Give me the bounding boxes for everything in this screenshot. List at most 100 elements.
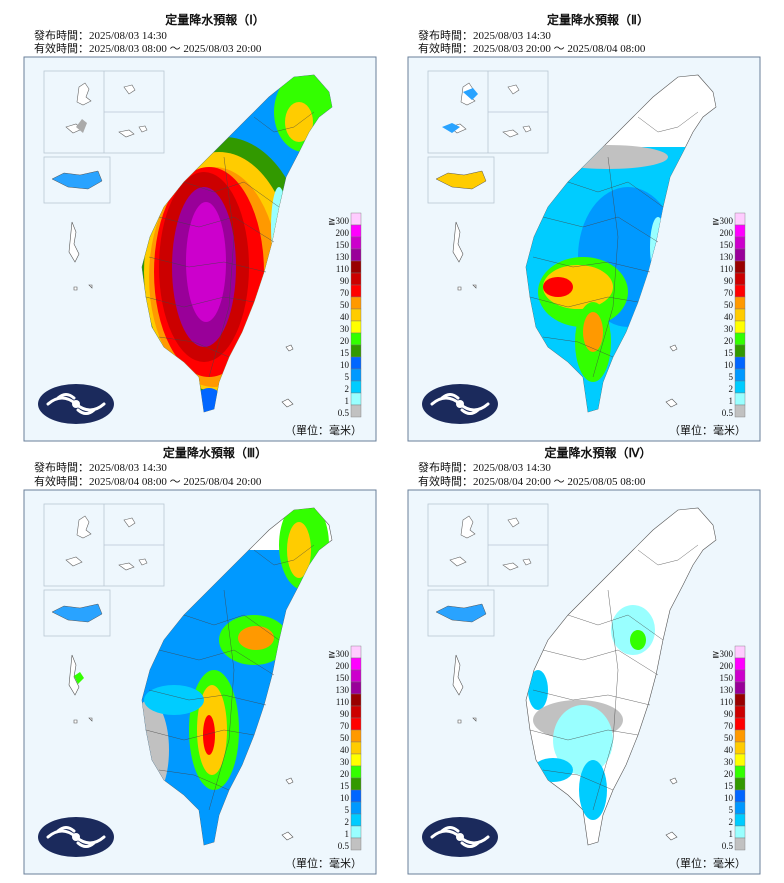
legend-swatch <box>350 837 362 851</box>
legend-label: 10 <box>724 793 734 803</box>
panel: 定量降水預報（Ⅳ） 發布時間：2025/08/03 14:30 有效時間：202… <box>406 445 762 876</box>
legend-label: 2 <box>729 817 734 827</box>
legend-label: 1 <box>729 396 734 406</box>
legend-label: 90 <box>724 709 734 719</box>
legend-swatch <box>734 729 746 743</box>
legend-label: 20 <box>340 769 350 779</box>
legend-label: 90 <box>340 709 350 719</box>
legend-label: 10 <box>340 793 350 803</box>
legend-label: 90 <box>340 276 350 286</box>
legend-label: 5 <box>345 805 350 815</box>
legend-swatch <box>734 392 746 406</box>
legend-label: ≧300 <box>712 216 734 226</box>
legend-swatch <box>734 705 746 719</box>
legend-swatch <box>350 765 362 779</box>
panel: 定量降水預報（Ⅱ） 發布時間：2025/08/03 14:30 有效時間：202… <box>406 12 762 443</box>
legend-swatch <box>734 236 746 250</box>
legend-label: 70 <box>724 288 734 298</box>
legend-label: 15 <box>340 781 350 791</box>
legend-label: 20 <box>724 336 734 346</box>
legend-label: 10 <box>340 360 350 370</box>
map: ≧300 200 150 130 110 90 70 50 40 30 20 15 10 5 2 1 0.5 （… <box>22 55 378 443</box>
legend-label: 30 <box>340 757 350 767</box>
legend-label: 0.5 <box>722 841 734 851</box>
legend-swatch <box>350 296 362 310</box>
legend-unit: （單位：毫米） <box>669 856 746 870</box>
legend-swatch <box>350 392 362 406</box>
panel-title: 定量降水預報（Ⅰ） <box>165 12 265 27</box>
panel-title: 定量降水預報（Ⅲ） <box>163 445 267 460</box>
legend-swatch <box>350 308 362 322</box>
legend-label: 30 <box>340 324 350 334</box>
panel-title: 定量降水預報（Ⅱ） <box>547 12 649 27</box>
legend-swatch <box>350 284 362 298</box>
legend-label: 200 <box>720 228 734 238</box>
map: ≧300 200 150 130 110 90 70 50 40 30 20 15 10 5 2 1 0.5 （… <box>22 488 378 876</box>
legend-swatch <box>350 777 362 791</box>
legend-label: 50 <box>340 733 350 743</box>
legend-label: 130 <box>336 252 350 262</box>
legend-swatch <box>734 368 746 382</box>
legend-unit: （單位：毫米） <box>285 423 362 437</box>
legend-label: 150 <box>336 240 350 250</box>
legend-label: 50 <box>340 300 350 310</box>
legend-label: 30 <box>724 324 734 334</box>
legend-label: 200 <box>336 228 350 238</box>
legend-swatch <box>350 368 362 382</box>
legend-label: 0.5 <box>722 408 734 418</box>
legend-swatch <box>350 729 362 743</box>
legend-swatch <box>734 753 746 767</box>
legend-swatch <box>350 404 362 418</box>
legend-label: 70 <box>340 721 350 731</box>
legend-label: 110 <box>336 264 350 274</box>
legend-swatch <box>350 224 362 238</box>
legend-swatch <box>350 356 362 370</box>
legend-label: 110 <box>336 697 350 707</box>
legend-swatch <box>734 777 746 791</box>
legend-label: 150 <box>336 673 350 683</box>
legend-label: 20 <box>724 769 734 779</box>
legend-label: 130 <box>720 685 734 695</box>
legend-label: 1 <box>345 829 350 839</box>
legend-unit: （單位：毫米） <box>285 856 362 870</box>
legend-swatch <box>350 332 362 346</box>
legend-label: 1 <box>729 829 734 839</box>
legend-label: 2 <box>345 817 350 827</box>
legend-label: 15 <box>340 348 350 358</box>
legend-label: 130 <box>720 252 734 262</box>
legend-swatch <box>350 717 362 731</box>
legend-swatch <box>350 801 362 815</box>
legend-label: 110 <box>720 697 734 707</box>
legend-label: 130 <box>336 685 350 695</box>
legend-label: 1 <box>345 396 350 406</box>
legend-swatch <box>734 741 746 755</box>
legend-swatch <box>350 212 362 226</box>
legend-label: 70 <box>724 721 734 731</box>
legend-label: 2 <box>345 384 350 394</box>
legend-swatch <box>734 296 746 310</box>
legend-label: 0.5 <box>338 408 350 418</box>
legend-label: 200 <box>336 661 350 671</box>
legend-unit: （單位：毫米） <box>669 423 746 437</box>
legend-label: 50 <box>724 300 734 310</box>
panel: 定量降水預報（Ⅲ） 發布時間：2025/08/03 14:30 有效時間：202… <box>22 445 378 876</box>
legend-label: 90 <box>724 276 734 286</box>
legend-label: 10 <box>724 360 734 370</box>
legend-swatch <box>734 801 746 815</box>
legend-swatch <box>350 681 362 695</box>
legend-swatch <box>350 236 362 250</box>
legend-swatch <box>350 753 362 767</box>
legend-swatch <box>734 825 746 839</box>
legend-label: 50 <box>724 733 734 743</box>
legend-swatch <box>734 284 746 298</box>
map: ≧300 200 150 130 110 90 70 50 40 30 20 15 10 5 2 1 0.5 （… <box>406 488 762 876</box>
panel-title: 定量降水預報（Ⅳ） <box>544 445 651 460</box>
legend-label: 40 <box>340 745 350 755</box>
legend-swatch <box>734 380 746 394</box>
legend-label: 5 <box>345 372 350 382</box>
legend-label: 40 <box>340 312 350 322</box>
legend-swatch <box>734 693 746 707</box>
legend-swatch <box>734 813 746 827</box>
legend-swatch <box>734 356 746 370</box>
legend-label: 30 <box>724 757 734 767</box>
